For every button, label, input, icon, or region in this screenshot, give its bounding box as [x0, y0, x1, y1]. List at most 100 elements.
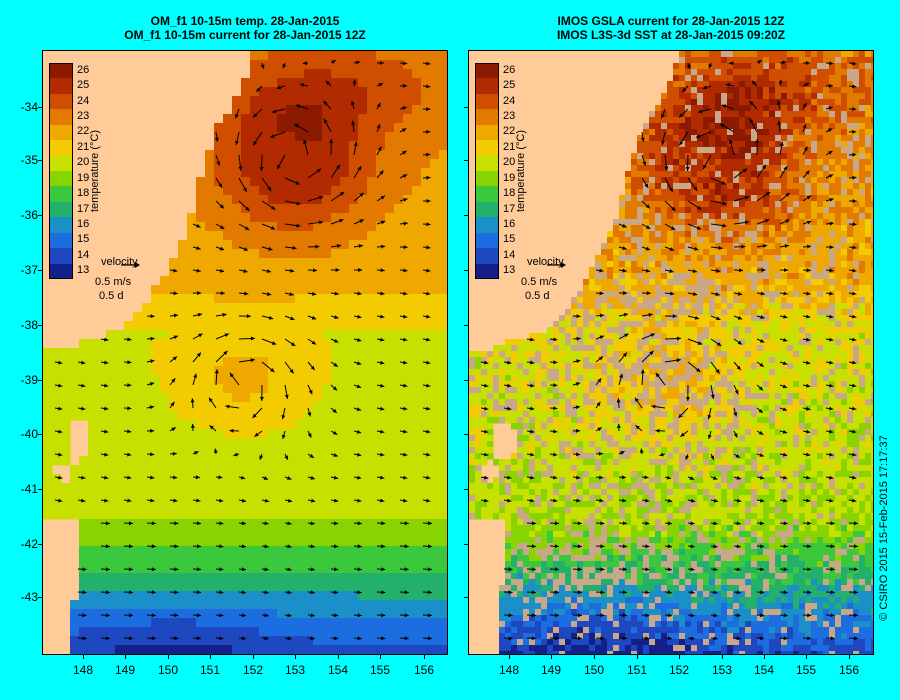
current-vector-head — [151, 521, 156, 526]
model-temp-cell — [286, 321, 296, 331]
model-temp-cell — [223, 150, 233, 160]
sst-pixel — [763, 123, 770, 130]
current-vector-head — [259, 455, 264, 460]
model-temp-cell — [79, 375, 89, 385]
model-temp-cell — [295, 537, 305, 547]
model-temp-cell — [241, 96, 251, 106]
sst-pixel — [793, 93, 800, 100]
sst-pixel — [769, 117, 776, 124]
model-temp-cell — [403, 177, 413, 187]
sst-pixel — [685, 237, 692, 244]
model-temp-cell — [385, 501, 395, 511]
model-temp-cell — [232, 654, 242, 655]
model-temp-cell — [304, 465, 314, 475]
model-temp-cell — [349, 483, 359, 493]
model-temp-cell — [178, 537, 188, 547]
sst-pixel — [673, 261, 680, 268]
sst-pixel — [613, 237, 620, 244]
model-temp-cell — [133, 357, 143, 367]
model-temp-cell — [403, 150, 413, 160]
model-temp-cell — [241, 393, 251, 403]
model-temp-cell — [214, 195, 224, 205]
sst-pixel — [697, 273, 704, 280]
model-temp-cell — [286, 402, 296, 412]
model-temp-cell — [160, 303, 170, 313]
model-temp-cell — [106, 618, 116, 628]
model-temp-cell — [52, 357, 62, 367]
model-temp-cell — [412, 87, 422, 97]
model-temp-cell — [88, 510, 98, 520]
sst-pixel — [835, 81, 842, 88]
sst-pixel — [703, 105, 710, 112]
model-temp-cell — [286, 285, 296, 295]
model-temp-cell — [421, 627, 431, 637]
model-temp-cell — [421, 393, 431, 403]
sst-pixel — [655, 165, 662, 172]
model-temp-cell — [340, 510, 350, 520]
model-temp-cell — [304, 591, 314, 601]
sst-pixel — [697, 207, 704, 214]
model-temp-cell — [223, 222, 233, 232]
current-vector-head — [404, 544, 409, 549]
model-temp-cell — [259, 438, 269, 448]
model-temp-cell — [187, 483, 197, 493]
sst-pixel — [667, 81, 674, 88]
model-temp-cell — [115, 348, 125, 358]
model-temp-cell — [178, 600, 188, 610]
current-vector-head — [223, 350, 228, 356]
model-temp-cell — [313, 375, 323, 385]
model-temp-cell — [439, 591, 447, 601]
model-temp-cell — [241, 582, 251, 592]
model-temp-cell — [331, 294, 341, 304]
sst-pixel — [835, 195, 842, 202]
model-temp-cell — [277, 132, 287, 142]
model-temp-cell — [205, 420, 215, 430]
sst-pixel — [817, 249, 824, 256]
sst-pixel — [769, 267, 776, 274]
sst-pixel — [835, 177, 842, 184]
model-temperature-map[interactable]: 26 25 24 23 22 21 20 19 18 17 16 15 14 13 temperature… — [42, 50, 448, 655]
current-vector-head — [426, 129, 431, 134]
sst-pixel — [673, 207, 680, 214]
current-vector-head — [357, 590, 362, 595]
model-temp-cell — [232, 357, 242, 367]
sst-pixel — [763, 93, 770, 100]
sst-pixel — [817, 297, 824, 304]
model-temp-cell — [295, 411, 305, 421]
model-temp-cell — [349, 60, 359, 70]
model-temp-cell — [268, 573, 278, 583]
model-temp-cell — [322, 654, 332, 655]
model-temp-cell — [277, 420, 287, 430]
model-temp-cell — [349, 510, 359, 520]
model-temp-cell — [403, 303, 413, 313]
model-temp-cell — [268, 483, 278, 493]
model-temp-cell — [439, 402, 447, 412]
model-temp-cell — [205, 465, 215, 475]
model-temp-cell — [385, 600, 395, 610]
model-temp-cell — [205, 357, 215, 367]
model-temp-cell — [403, 618, 413, 628]
model-temp-cell — [106, 654, 116, 655]
sst-pixel — [637, 285, 644, 292]
model-temp-cell — [295, 420, 305, 430]
sst-pixel — [745, 267, 752, 274]
sst-pixel — [679, 225, 686, 232]
sst-pixel — [709, 99, 716, 106]
model-temp-cell — [349, 402, 359, 412]
sst-pixel — [793, 171, 800, 178]
model-temp-cell — [421, 267, 431, 277]
sst-pixel — [817, 105, 824, 112]
sst-pixel — [619, 195, 626, 202]
model-temp-cell — [394, 546, 404, 556]
model-temp-cell — [250, 546, 260, 556]
model-temp-cell — [367, 654, 377, 655]
model-temp-cell — [340, 339, 350, 349]
sst-pixel — [811, 195, 818, 202]
model-temp-cell — [439, 159, 447, 169]
sst-pixel — [691, 261, 698, 268]
satellite-sst-map[interactable]: 26 25 24 23 22 21 20 19 18 17 16 15 14 13 temperature… — [468, 50, 874, 655]
sst-pixel — [649, 243, 656, 250]
current-vector-head — [403, 291, 408, 296]
sst-pixel — [829, 201, 836, 208]
model-temp-cell — [223, 123, 233, 133]
